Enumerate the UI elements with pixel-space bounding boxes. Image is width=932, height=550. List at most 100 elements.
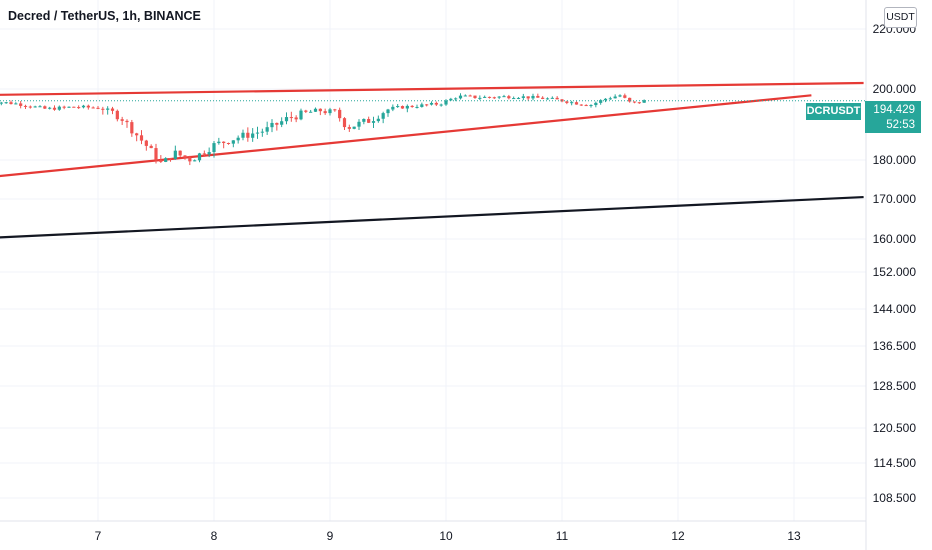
candle-body	[381, 113, 385, 119]
last-price-value: 194.429	[873, 104, 915, 116]
candle	[449, 97, 453, 101]
candle	[458, 93, 463, 100]
y-tick-label: 152.000	[873, 265, 917, 279]
candle	[391, 104, 395, 112]
candle	[125, 119, 129, 128]
candle-body	[313, 108, 318, 112]
x-tick-label: 10	[439, 529, 453, 543]
candle	[299, 108, 303, 121]
candle	[362, 118, 366, 125]
candle-body	[106, 108, 110, 110]
candle-body	[497, 96, 501, 98]
x-tick-label: 12	[671, 529, 685, 543]
candle-body	[637, 102, 641, 104]
candle-body	[516, 97, 521, 99]
candle	[289, 111, 293, 122]
candle-body	[391, 106, 395, 110]
candle-body	[173, 150, 177, 159]
candle-body	[608, 98, 612, 100]
candle	[570, 100, 574, 106]
candle	[396, 104, 400, 108]
candles	[0, 93, 646, 166]
candle-body	[38, 106, 42, 108]
candle	[43, 105, 47, 110]
candle-body	[101, 108, 105, 110]
candle-body	[120, 119, 124, 121]
candle-body	[246, 132, 250, 138]
candle	[367, 116, 371, 124]
candle-body	[396, 106, 400, 108]
symbol-tag: DCRUSDT	[806, 103, 861, 120]
candle-body	[81, 105, 86, 108]
candle	[173, 145, 177, 160]
candle-body	[236, 137, 240, 141]
candle-body	[405, 105, 409, 109]
candle	[294, 115, 298, 123]
candle	[304, 109, 308, 114]
candle-body	[178, 150, 182, 156]
candle	[487, 96, 492, 99]
candle-body	[217, 141, 221, 144]
candle-body	[231, 140, 235, 144]
candle-body	[594, 102, 598, 106]
x-tick-label: 7	[95, 529, 102, 543]
candle	[497, 96, 501, 100]
candle	[526, 96, 530, 101]
candle	[57, 105, 61, 111]
candle-body	[125, 120, 129, 123]
candle	[574, 101, 579, 105]
candle-body	[570, 102, 574, 104]
trendlines	[0, 81, 864, 239]
candle-body	[183, 155, 187, 158]
candle	[280, 117, 284, 128]
candle-body	[67, 106, 71, 108]
candle-body	[28, 106, 32, 108]
candle-body	[33, 106, 37, 108]
candle-body	[613, 96, 617, 99]
candle-body	[584, 105, 588, 107]
candle-body	[579, 104, 583, 106]
candle	[550, 96, 554, 99]
candle-body	[323, 111, 327, 114]
candle	[72, 106, 76, 108]
candle-body	[144, 140, 148, 146]
candle	[632, 101, 637, 104]
candle-body	[454, 98, 458, 100]
candle-body	[328, 109, 332, 114]
candle	[357, 119, 361, 130]
currency-button[interactable]: USDT	[884, 7, 917, 28]
x-tick-label: 13	[787, 529, 801, 543]
candle-body	[371, 121, 376, 123]
candle-body	[222, 141, 226, 143]
candle	[86, 104, 90, 110]
candle	[502, 94, 506, 98]
candle-body	[168, 158, 173, 160]
candle-body	[420, 104, 424, 107]
candle-body	[19, 103, 23, 106]
candle-body	[541, 97, 545, 99]
candle-body	[188, 157, 192, 162]
candle	[415, 104, 419, 109]
candle-body	[72, 106, 76, 108]
candle	[275, 122, 279, 131]
y-tick-label: 108.500	[873, 491, 917, 505]
candle	[270, 119, 274, 133]
candle	[130, 119, 134, 137]
candle-body	[255, 132, 260, 134]
candle-body	[115, 110, 119, 120]
candle-body	[531, 95, 535, 99]
candle	[483, 95, 487, 99]
candle	[251, 128, 255, 142]
candle	[217, 137, 221, 145]
candle-body	[149, 145, 153, 149]
candle-body	[347, 127, 351, 129]
candle-body	[555, 97, 559, 100]
candle-body	[318, 108, 322, 112]
candle	[188, 155, 192, 166]
y-tick-label: 180.000	[873, 153, 917, 167]
candle	[410, 105, 414, 108]
candle-body	[410, 105, 414, 107]
y-tick-label: 200.000	[873, 82, 917, 96]
candle-body	[603, 98, 608, 101]
